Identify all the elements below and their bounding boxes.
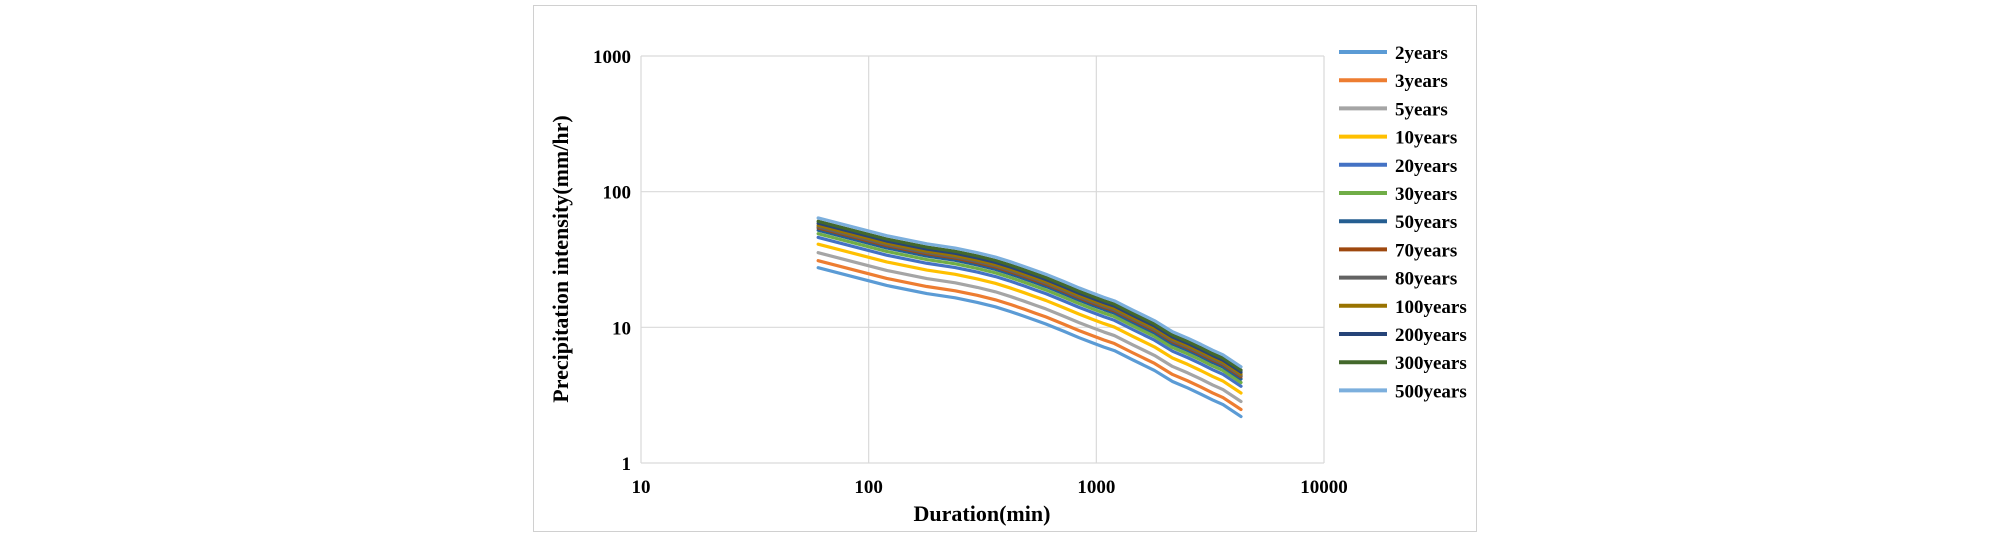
legend-item-100years: 100years: [1339, 297, 1467, 318]
y-tick-label: 1: [622, 454, 632, 475]
series-line-300years: [816, 219, 1243, 372]
legend-item-20years: 20years: [1339, 156, 1457, 177]
legend-item-3years: 3years: [1339, 71, 1448, 92]
series-line-10years: [816, 242, 1243, 395]
legend-item-500years: 500years: [1339, 381, 1467, 402]
grid: [640, 55, 1325, 464]
x-axis-title: Duration(min): [914, 501, 1051, 526]
legend-item-10years: 10years: [1339, 128, 1457, 149]
y-tick-label: 100: [603, 183, 632, 204]
legend-item-300years: 300years: [1339, 353, 1467, 374]
y-tick-label: 1000: [593, 47, 631, 68]
x-tick-label: 1000: [1077, 477, 1115, 498]
legend-item-30years: 30years: [1339, 184, 1457, 205]
series-line-3years: [816, 259, 1243, 412]
x-tick-label: 10: [632, 477, 651, 498]
legend-item-200years: 200years: [1339, 325, 1467, 346]
y-tick-labels: 1 10 100 1000: [593, 47, 631, 475]
legend-label: 500years: [1395, 381, 1467, 402]
legend-label: 70years: [1395, 240, 1457, 261]
y-tick-label: 10: [612, 318, 631, 339]
legend-label: 200years: [1395, 325, 1467, 346]
legend-label: 3years: [1395, 71, 1448, 92]
series-line-30years: [816, 232, 1243, 385]
series-line-2years: [816, 266, 1243, 419]
legend-item-5years: 5years: [1339, 99, 1448, 120]
series-line-500years: [816, 216, 1243, 369]
legend-label: 300years: [1395, 353, 1467, 374]
series-line-5years: [816, 251, 1243, 404]
x-tick-label: 10000: [1300, 477, 1348, 498]
legend-label: 100years: [1395, 297, 1467, 318]
legend-label: 50years: [1395, 212, 1457, 233]
x-tick-label: 100: [854, 477, 883, 498]
legend-label: 20years: [1395, 156, 1457, 177]
series-layer: [816, 216, 1243, 419]
legend-item-80years: 80years: [1339, 269, 1457, 290]
legend-label: 10years: [1395, 128, 1457, 149]
series-line-20years: [816, 235, 1243, 388]
legend-item-70years: 70years: [1339, 240, 1457, 261]
series-line-50years: [816, 228, 1243, 381]
legend-label: 80years: [1395, 269, 1457, 290]
legend-item-50years: 50years: [1339, 212, 1457, 233]
legend-label: 2years: [1395, 43, 1448, 64]
y-axis-title: Precipitation intensity(mm/hr): [548, 115, 573, 402]
legend-label: 5years: [1395, 99, 1448, 120]
legend-label: 30years: [1395, 184, 1457, 205]
legend: 2years 3years 5years 10years 20years 30years 5…: [1339, 43, 1467, 402]
x-tick-labels: 10 100 1000 10000: [632, 477, 1348, 498]
series-line-100years: [816, 223, 1243, 376]
chart-frame: 10 100 1000 10000 1 10 100 1000 Duration(min) …: [533, 5, 1477, 532]
legend-item-2years: 2years: [1339, 43, 1448, 64]
series-line-200years: [816, 221, 1243, 374]
